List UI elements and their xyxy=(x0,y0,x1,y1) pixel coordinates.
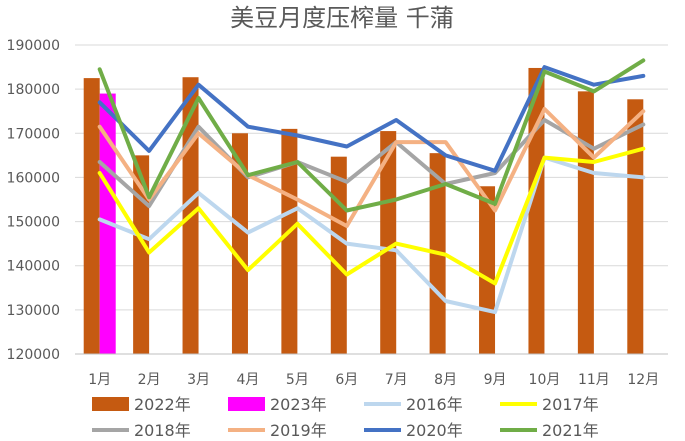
bar-2022年-11月 xyxy=(577,91,594,354)
line-2021年 xyxy=(97,58,646,213)
y-tick-label: 170000 xyxy=(7,126,60,142)
y-tick-label: 130000 xyxy=(7,303,60,319)
bar-2022年-5月 xyxy=(281,128,298,354)
y-tick-label: 180000 xyxy=(7,82,60,98)
x-tick-label: 8月 xyxy=(434,372,457,388)
bar-2022年-4月 xyxy=(231,133,248,354)
y-tick-label: 160000 xyxy=(7,170,60,186)
x-tick-label: 7月 xyxy=(385,372,408,388)
y-tick-label: 140000 xyxy=(7,259,60,275)
y-tick-label: 120000 xyxy=(7,347,60,363)
legend-label-2022年: 2022年 xyxy=(134,395,191,414)
line-2020年 xyxy=(97,65,646,173)
y-tick-label: 190000 xyxy=(7,38,60,54)
legend-label-2017年: 2017年 xyxy=(542,395,599,414)
line-2019年 xyxy=(97,107,646,228)
legend-label-2018年: 2018年 xyxy=(134,421,191,440)
bar-2022年-1月 xyxy=(83,78,100,354)
legend-label-2020年: 2020年 xyxy=(406,421,463,440)
x-axis: 1月 2月 3月 4月 5月 6月 7月 8月 9月 10月 11月 12月 xyxy=(75,353,668,388)
x-tick-label: 1月 xyxy=(88,372,111,388)
bar-2022年-12月 xyxy=(627,99,644,354)
legend-swatch-2023年 xyxy=(228,397,265,411)
x-tick-label: 6月 xyxy=(335,372,358,388)
bar-2022年-9月 xyxy=(479,186,496,354)
legend: 2022年 2023年 2016年 2017年 2018年 2019年 2020年 2021年 xyxy=(92,395,599,440)
x-tick-label: 2月 xyxy=(138,372,161,388)
x-tick-label: 12月 xyxy=(627,372,659,388)
bar-series xyxy=(83,67,644,355)
line-2018年 xyxy=(97,118,646,209)
x-tick-label: 4月 xyxy=(236,372,259,388)
bar-2022年-6月 xyxy=(330,156,347,354)
x-tick-label: 3月 xyxy=(187,372,210,388)
x-tick-label: 10月 xyxy=(529,372,561,388)
x-tick-label: 5月 xyxy=(286,372,309,388)
line-series xyxy=(97,58,646,315)
bar-2022年-7月 xyxy=(380,131,397,354)
legend-label-2016年: 2016年 xyxy=(406,395,463,414)
x-tick-label: 11月 xyxy=(578,372,610,388)
y-tick-label: 150000 xyxy=(7,215,60,231)
bar-2022年-10月 xyxy=(528,67,545,354)
legend-label-2019年: 2019年 xyxy=(270,421,327,440)
legend-label-2023年: 2023年 xyxy=(270,395,327,414)
legend-label-2021年: 2021年 xyxy=(542,421,599,440)
x-tick-label: 9月 xyxy=(484,372,507,388)
chart-title: 美豆月度压榨量 千蒲 xyxy=(230,4,454,32)
y-axis: 120000 130000 140000 150000 160000 170000 1800… xyxy=(7,38,60,363)
legend-swatch-2022年 xyxy=(92,397,129,411)
line-2017年 xyxy=(97,146,646,286)
